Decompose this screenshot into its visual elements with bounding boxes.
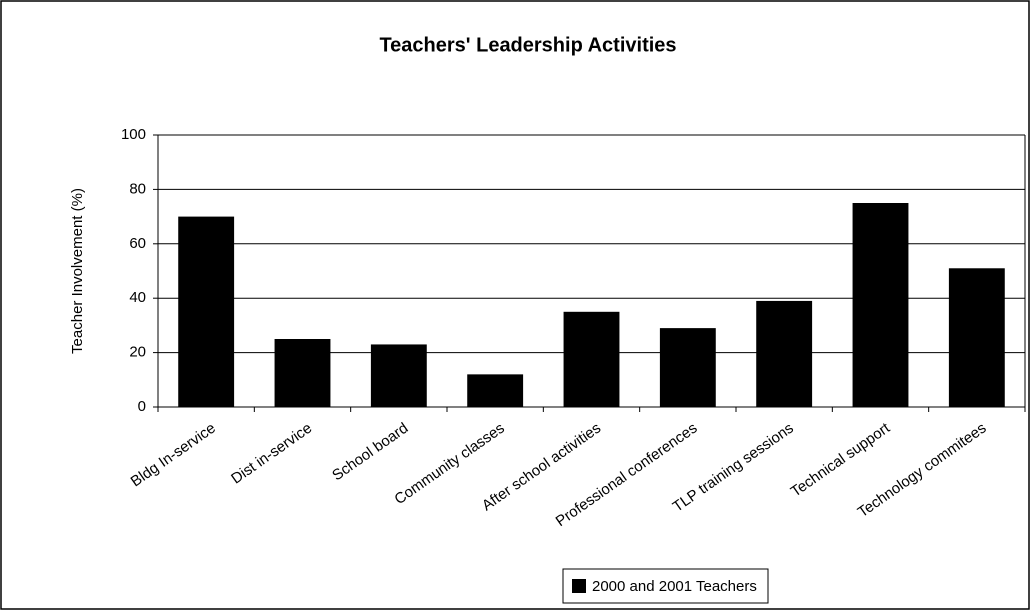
legend-swatch (572, 579, 586, 593)
legend-box (562, 568, 769, 604)
bar (659, 328, 716, 407)
bar (563, 311, 620, 407)
chart-title: Teachers' Leadership Activities (379, 34, 676, 56)
bar (756, 300, 813, 407)
y-axis-label: Teacher Involvement (%) (69, 188, 86, 354)
y-tick-label: 40 (129, 289, 146, 306)
bar (274, 339, 331, 407)
y-tick-label: 60 (129, 235, 146, 252)
bar (467, 374, 524, 407)
bar (370, 344, 427, 407)
bar (178, 216, 235, 407)
bar (852, 203, 909, 407)
y-tick-label: 20 (129, 344, 146, 361)
bar (948, 268, 1005, 407)
legend-label: 2000 and 2001 Teachers (592, 578, 757, 595)
y-tick-label: 0 (138, 398, 146, 415)
y-tick-label: 100 (121, 126, 146, 143)
y-tick-label: 80 (129, 180, 146, 197)
